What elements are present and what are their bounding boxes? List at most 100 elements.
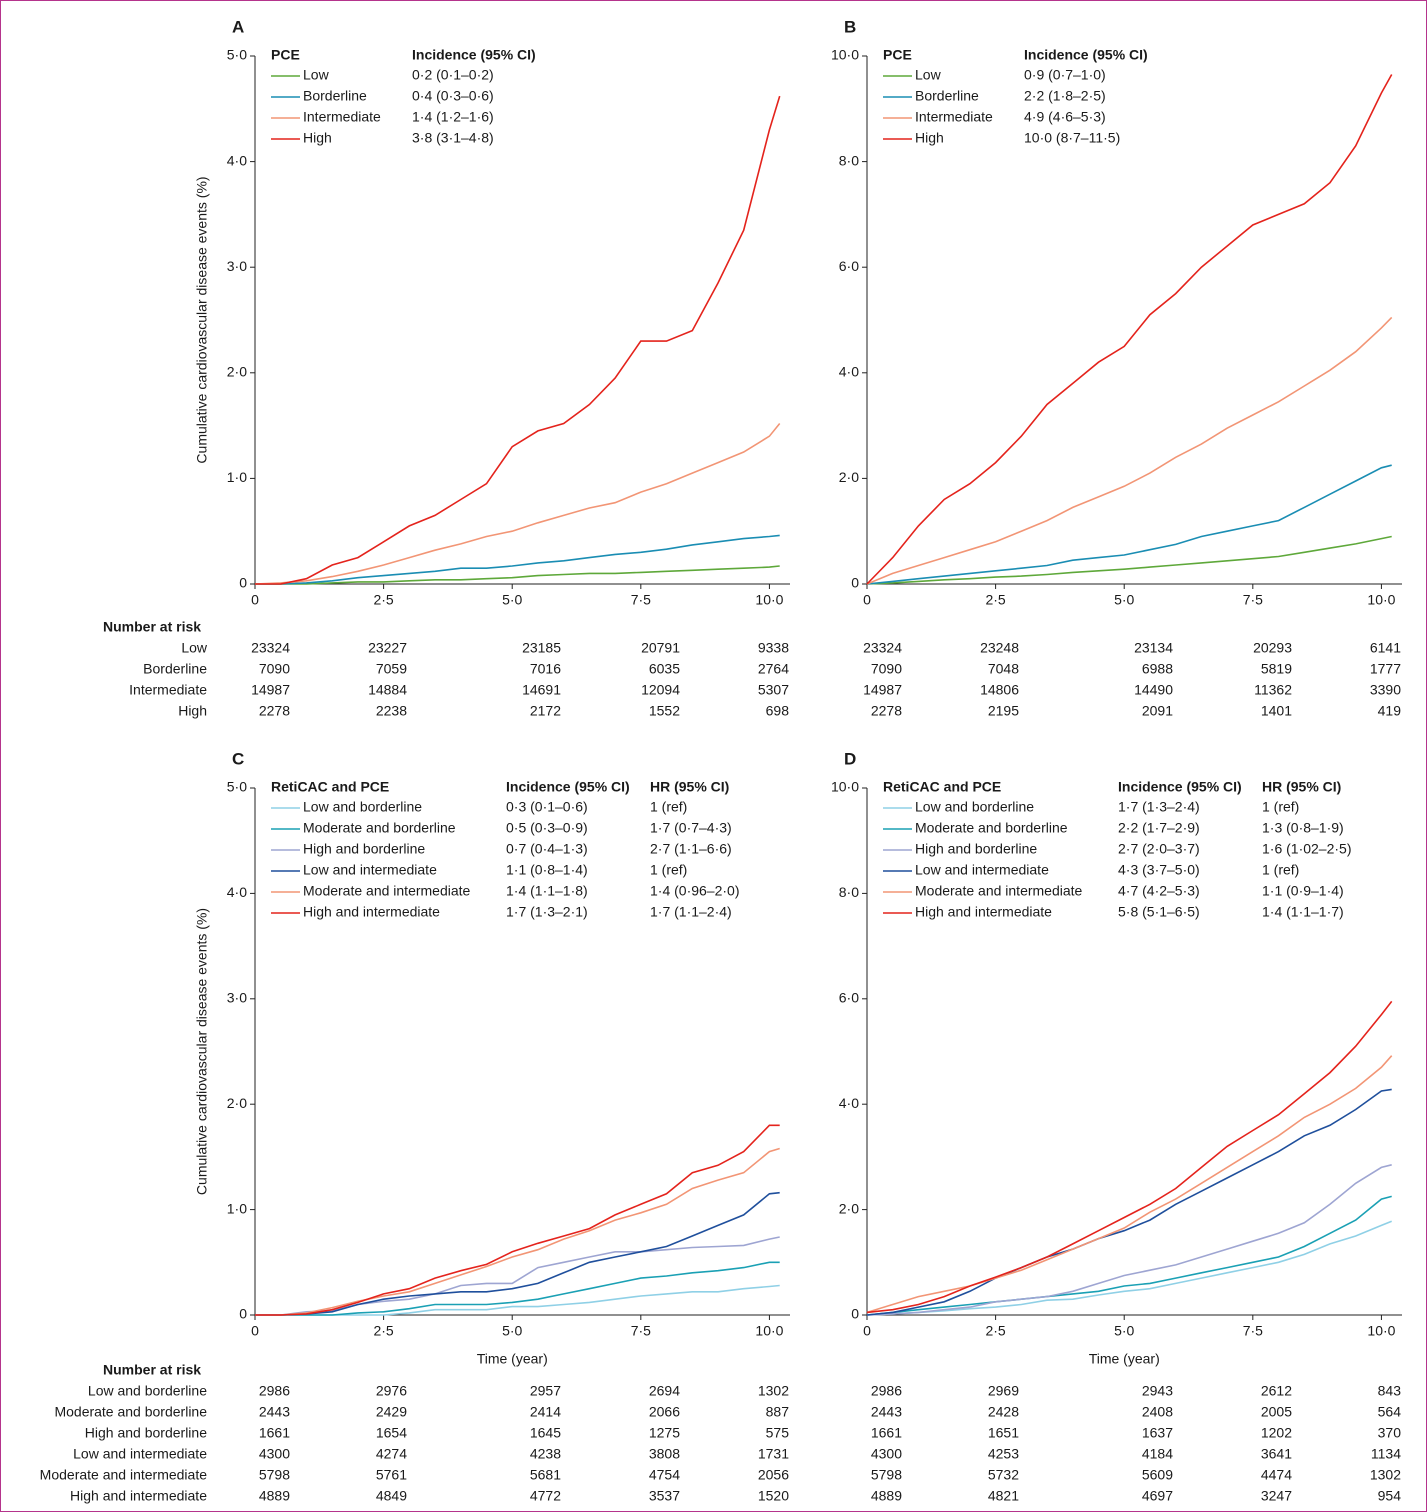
y-tick-label: 2·0 bbox=[839, 469, 859, 485]
risk-count: 23134 bbox=[1134, 640, 1173, 656]
risk-count: 5798 bbox=[259, 1467, 290, 1483]
legend-label: High and intermediate bbox=[915, 904, 1052, 920]
x-tick-label: 0 bbox=[863, 1323, 871, 1339]
risk-count: 4253 bbox=[988, 1446, 1019, 1462]
risk-count: 1202 bbox=[1261, 1425, 1292, 1441]
risk-count: 2969 bbox=[988, 1383, 1019, 1399]
legend-hr: 1 (ref) bbox=[650, 862, 687, 878]
y-tick-label: 4·0 bbox=[839, 364, 859, 380]
curve bbox=[255, 565, 780, 585]
risk-count: 4238 bbox=[530, 1446, 561, 1462]
y-tick-label: 1·0 bbox=[227, 469, 247, 485]
legend-incidence: 2·2 (1·7–2·9) bbox=[1118, 820, 1200, 836]
risk-count: 1645 bbox=[530, 1425, 561, 1441]
risk-row-label: High and intermediate bbox=[70, 1488, 207, 1504]
risk-count: 1637 bbox=[1142, 1425, 1173, 1441]
risk-count: 14884 bbox=[368, 682, 407, 698]
legend-incidence: 0·4 (0·3–0·6) bbox=[412, 88, 494, 104]
risk-row-label: Borderline bbox=[143, 661, 207, 677]
legend-hr: 1 (ref) bbox=[1262, 799, 1299, 815]
risk-row-label: High bbox=[178, 703, 207, 719]
x-tick-label: 7·5 bbox=[1243, 1323, 1263, 1339]
risk-count: 2976 bbox=[376, 1383, 407, 1399]
risk-table-title: Number at risk bbox=[103, 619, 201, 635]
legend-title: RetiCAC and PCE bbox=[271, 779, 389, 795]
risk-row-label: High and borderline bbox=[85, 1425, 207, 1441]
curve bbox=[866, 316, 1393, 585]
risk-count: 2091 bbox=[1142, 703, 1173, 719]
risk-count: 2005 bbox=[1261, 1404, 1292, 1420]
risk-count: 2764 bbox=[758, 661, 789, 677]
curve bbox=[255, 1236, 780, 1316]
risk-count: 11362 bbox=[1254, 682, 1292, 698]
legend-hr: 1·7 (1·1–2·4) bbox=[650, 904, 732, 920]
risk-count: 954 bbox=[1378, 1488, 1402, 1504]
y-tick-label: 3·0 bbox=[227, 990, 247, 1006]
risk-count: 2278 bbox=[259, 703, 290, 719]
x-tick-label: 10·0 bbox=[755, 1323, 783, 1339]
x-tick-label: 2·5 bbox=[985, 592, 1005, 608]
legend-label: Low bbox=[303, 67, 330, 83]
y-tick-label: 0 bbox=[239, 575, 247, 591]
risk-count: 4772 bbox=[530, 1488, 561, 1504]
legend-label: Borderline bbox=[915, 88, 979, 104]
curve bbox=[255, 1261, 780, 1316]
risk-count: 887 bbox=[766, 1404, 790, 1420]
risk-count: 2066 bbox=[649, 1404, 680, 1420]
risk-count: 1651 bbox=[988, 1425, 1019, 1441]
risk-count: 2429 bbox=[376, 1404, 407, 1420]
legend-label: Moderate and borderline bbox=[915, 820, 1068, 836]
y-tick-label: 10·0 bbox=[831, 47, 859, 63]
risk-count: 3808 bbox=[649, 1446, 680, 1462]
risk-count: 23324 bbox=[863, 640, 902, 656]
legend-label: High and borderline bbox=[915, 841, 1037, 857]
risk-count: 2172 bbox=[530, 703, 561, 719]
risk-count: 4821 bbox=[988, 1488, 1019, 1504]
curve bbox=[255, 534, 780, 585]
legend-hr: 1·1 (0·9–1·4) bbox=[1262, 883, 1344, 899]
y-tick-label: 0 bbox=[239, 1306, 247, 1322]
curve bbox=[866, 535, 1392, 585]
risk-count: 1275 bbox=[649, 1425, 680, 1441]
risk-count: 4697 bbox=[1142, 1488, 1173, 1504]
curve bbox=[866, 1055, 1393, 1314]
risk-count: 23248 bbox=[980, 640, 1019, 656]
legend-incidence: 2·2 (1·8–2·5) bbox=[1024, 88, 1106, 104]
risk-count: 1552 bbox=[649, 703, 680, 719]
legend-incidence: 0·5 (0·3–0·9) bbox=[506, 820, 588, 836]
legend-hr: 1·6 (1·02–2·5) bbox=[1262, 841, 1352, 857]
risk-count: 4300 bbox=[871, 1446, 902, 1462]
risk-count: 2195 bbox=[988, 703, 1019, 719]
risk-table-title: Number at risk bbox=[103, 1362, 201, 1378]
risk-row-label: Moderate and borderline bbox=[54, 1404, 207, 1420]
legend-header: HR (95% CI) bbox=[1262, 779, 1341, 795]
y-tick-label: 4·0 bbox=[227, 884, 247, 900]
legend-hr: 1 (ref) bbox=[1262, 862, 1299, 878]
risk-count: 6988 bbox=[1142, 661, 1173, 677]
risk-count: 12094 bbox=[641, 682, 680, 698]
risk-count: 5307 bbox=[758, 682, 789, 698]
legend-hr: 1 (ref) bbox=[650, 799, 687, 815]
y-tick-label: 10·0 bbox=[831, 779, 859, 795]
y-tick-label: 6·0 bbox=[839, 990, 859, 1006]
risk-count: 4474 bbox=[1261, 1467, 1292, 1483]
legend-hr: 1·4 (0·96–2·0) bbox=[650, 883, 740, 899]
risk-count: 1134 bbox=[1371, 1446, 1401, 1462]
y-tick-label: 1·0 bbox=[227, 1200, 247, 1216]
y-tick-label: 5·0 bbox=[227, 47, 247, 63]
legend-incidence: 4·7 (4·2–5·3) bbox=[1118, 883, 1200, 899]
legend-hr: 1·4 (1·1–1·7) bbox=[1262, 904, 1344, 920]
risk-count: 575 bbox=[766, 1425, 790, 1441]
risk-count: 4849 bbox=[376, 1488, 407, 1504]
y-tick-label: 2·0 bbox=[227, 1095, 247, 1111]
x-axis-label: Time (year) bbox=[477, 1351, 548, 1367]
risk-count: 20791 bbox=[641, 640, 680, 656]
risk-count: 2238 bbox=[376, 703, 407, 719]
risk-count: 2957 bbox=[530, 1383, 561, 1399]
risk-count: 698 bbox=[766, 703, 790, 719]
risk-count: 1401 bbox=[1261, 703, 1292, 719]
risk-count: 5819 bbox=[1261, 661, 1292, 677]
legend-title: PCE bbox=[271, 47, 300, 63]
x-tick-label: 7·5 bbox=[631, 1323, 651, 1339]
